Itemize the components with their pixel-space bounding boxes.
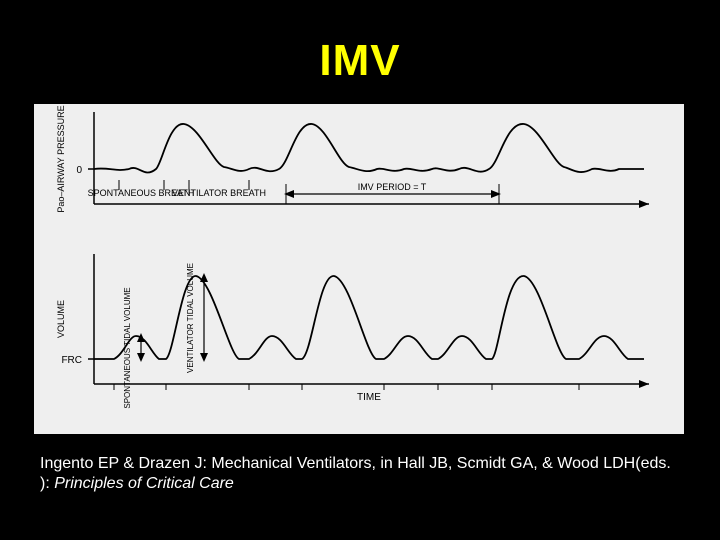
volume-x-arrow — [639, 380, 649, 388]
figure-frame: 0 Pao–AIRWAY PRESSURE SPONTANEOUS BREATH… — [34, 104, 684, 434]
slide: IMV 0 Pao–AIRWAY PRESSURE SPONTANEOUS BR… — [0, 0, 720, 540]
time-label: TIME — [357, 392, 381, 403]
vent-tidal-label: VENTILATOR TIDAL VOLUME — [186, 263, 195, 373]
imv-period-label: IMV PERIOD = T — [358, 182, 427, 192]
slide-title: IMV — [0, 36, 720, 86]
spont-tidal-label: SPONTANEOUS TIDAL VOLUME — [123, 287, 132, 408]
pressure-zero-label: 0 — [76, 165, 82, 176]
citation-book: Principles of Critical Care — [54, 475, 234, 492]
waveform-diagram: 0 Pao–AIRWAY PRESSURE SPONTANEOUS BREATH… — [34, 104, 684, 434]
volume-y-label: VOLUME — [56, 300, 66, 338]
ventilator-breath-label: VENTILATOR BREATH — [172, 188, 266, 198]
frc-label: FRC — [61, 355, 82, 366]
pressure-waveform — [94, 124, 644, 173]
citation: Ingento EP & Drazen J: Mechanical Ventil… — [40, 454, 680, 494]
pressure-x-arrow — [639, 200, 649, 208]
pressure-y-label: Pao–AIRWAY PRESSURE — [56, 105, 66, 212]
volume-waveform — [94, 276, 644, 359]
